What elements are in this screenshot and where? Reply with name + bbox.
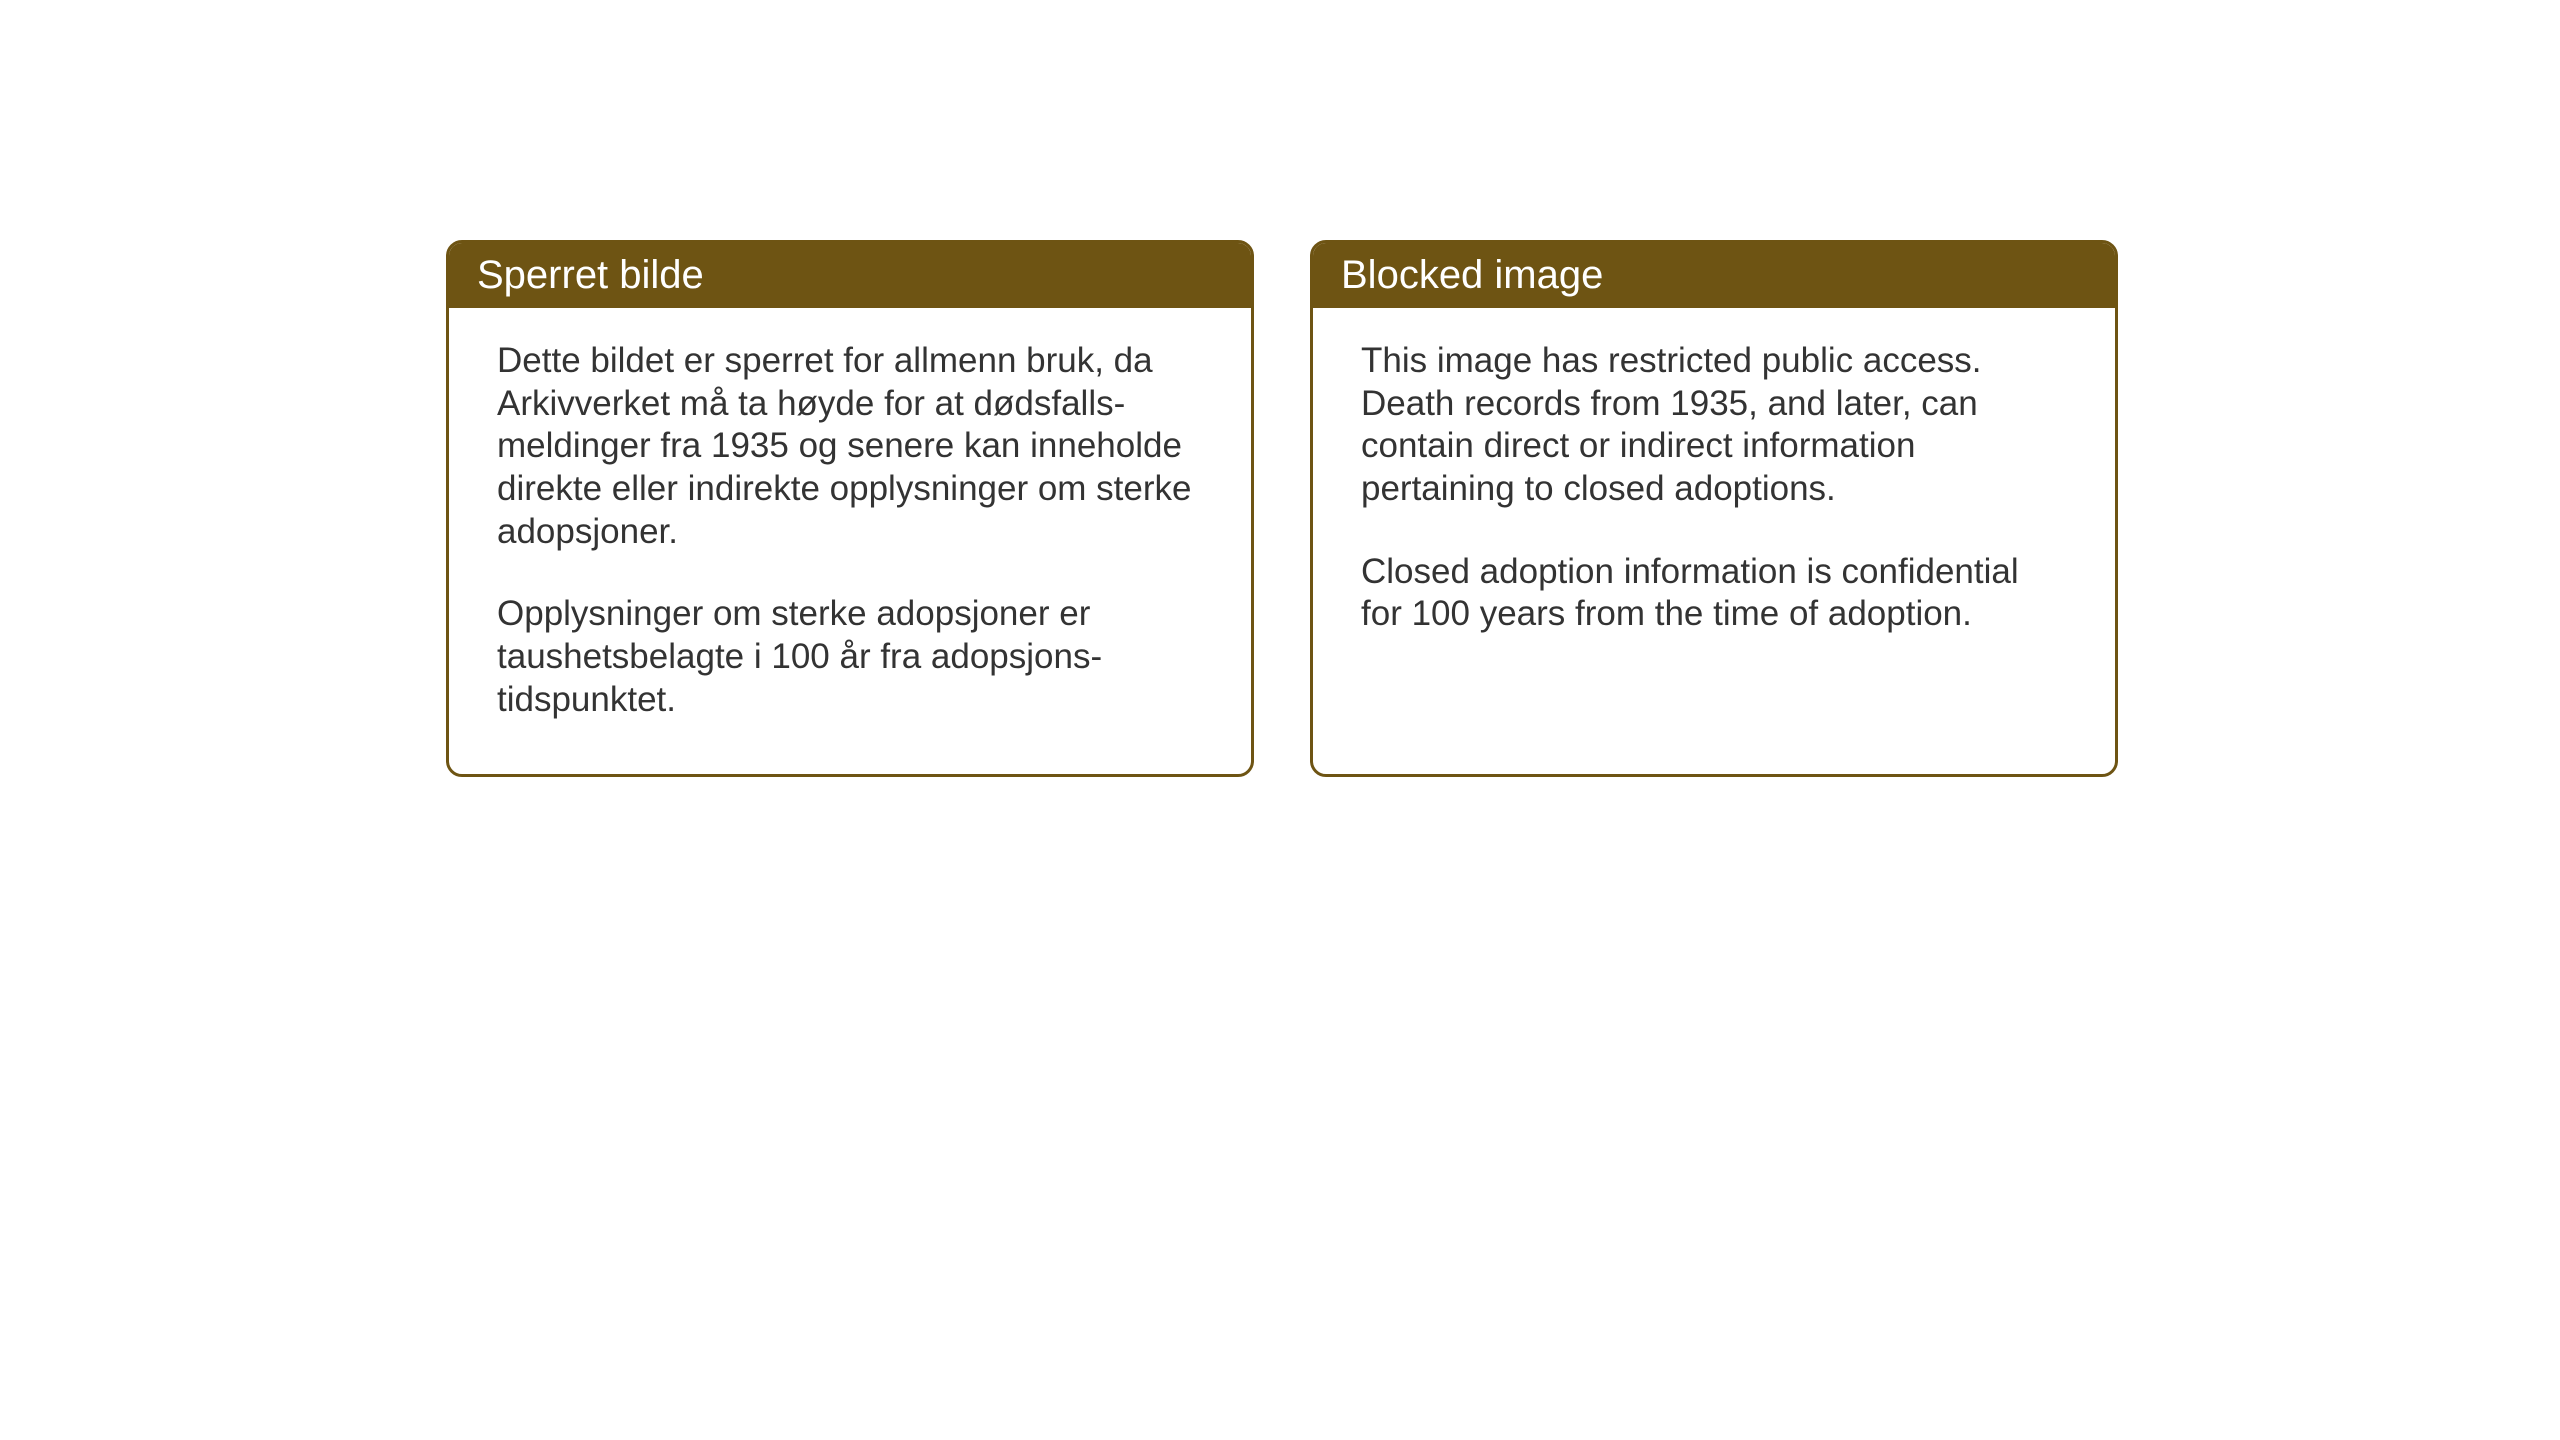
notice-body-english: This image has restricted public access.… (1313, 308, 2115, 688)
notice-box-english: Blocked image This image has restricted … (1310, 240, 2118, 777)
notices-container: Sperret bilde Dette bildet er sperret fo… (446, 240, 2118, 777)
notice-title-english: Blocked image (1341, 253, 1603, 297)
notice-paragraph-1-norwegian: Dette bildet er sperret for allmenn bruk… (497, 340, 1203, 553)
notice-title-norwegian: Sperret bilde (477, 253, 704, 297)
notice-header-norwegian: Sperret bilde (449, 243, 1251, 308)
notice-paragraph-1-english: This image has restricted public access.… (1361, 340, 2067, 511)
notice-body-norwegian: Dette bildet er sperret for allmenn bruk… (449, 308, 1251, 774)
notice-header-english: Blocked image (1313, 243, 2115, 308)
notice-paragraph-2-english: Closed adoption information is confident… (1361, 551, 2067, 636)
notice-paragraph-2-norwegian: Opplysninger om sterke adopsjoner er tau… (497, 593, 1203, 721)
notice-box-norwegian: Sperret bilde Dette bildet er sperret fo… (446, 240, 1254, 777)
